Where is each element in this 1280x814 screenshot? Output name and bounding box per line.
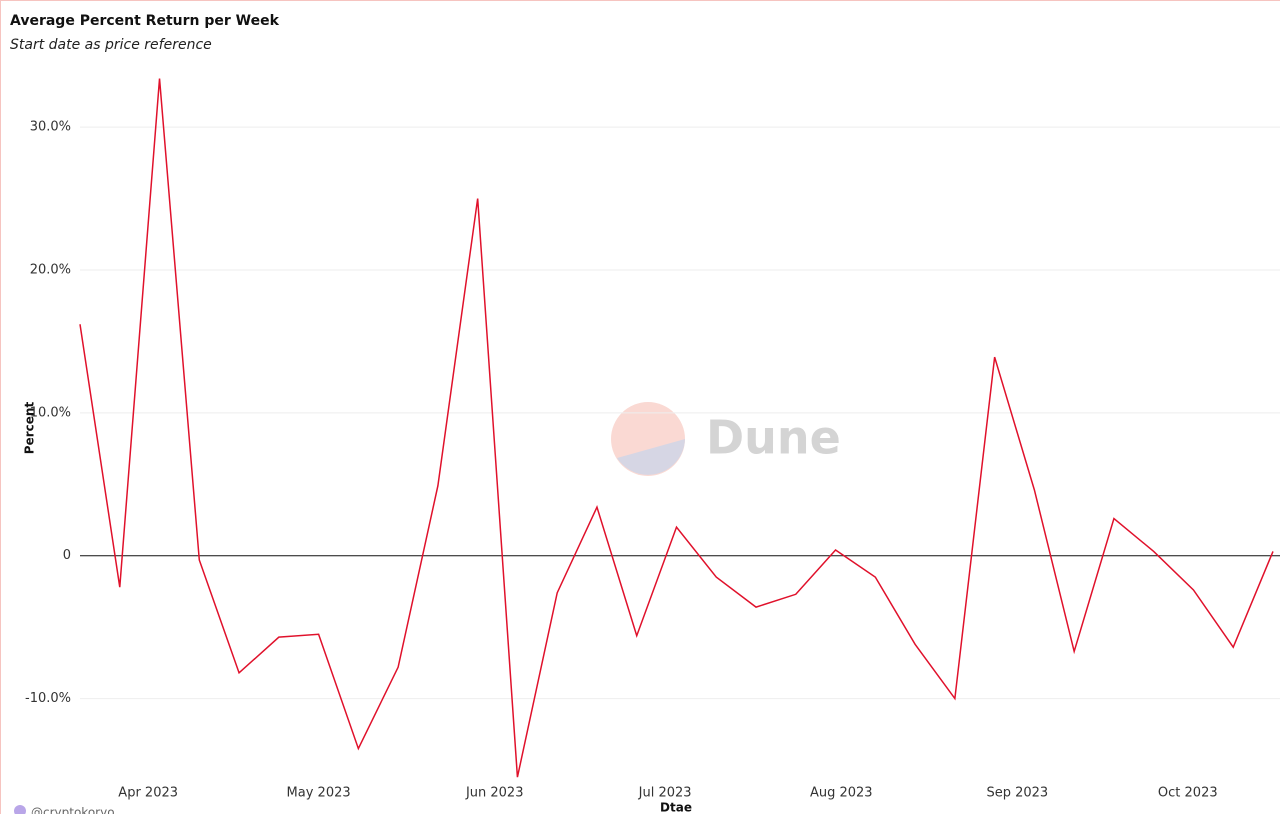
- author-avatar: [14, 805, 26, 814]
- x-axis-label: Dtae: [660, 801, 692, 814]
- x-tick-label: Sep 2023: [986, 786, 1048, 801]
- y-tick-label: 10.0%: [30, 405, 71, 420]
- data-line: [79, 78, 1274, 778]
- y-tick-label: 20.0%: [30, 263, 71, 278]
- x-tick-label: Oct 2023: [1158, 786, 1218, 801]
- y-tick-label: 30.0%: [30, 120, 71, 135]
- watermark: Dune: [706, 411, 841, 465]
- x-tick-label: May 2023: [287, 786, 351, 801]
- x-tick-label: Aug 2023: [810, 786, 873, 801]
- y-tick-label: 0: [63, 548, 71, 563]
- chart-subtitle: Start date as price reference: [10, 37, 212, 53]
- chart-title: Average Percent Return per Week: [10, 13, 280, 29]
- y-tick-label: -10.0%: [25, 691, 71, 706]
- dune-logo: [611, 402, 685, 476]
- x-tick-label: Jul 2023: [638, 786, 692, 801]
- grid: [80, 126, 1280, 700]
- x-tick-label: Apr 2023: [118, 786, 178, 801]
- author: @cryptokoryo: [31, 806, 115, 814]
- x-tick-label: Jun 2023: [465, 786, 524, 801]
- y-axis-label: Percent: [23, 402, 37, 455]
